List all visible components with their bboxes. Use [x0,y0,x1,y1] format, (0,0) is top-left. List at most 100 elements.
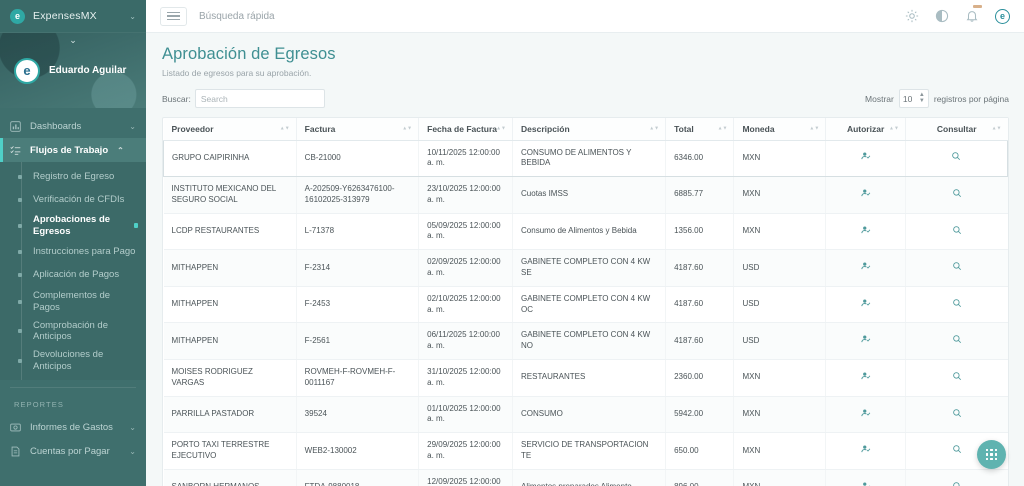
grid-apps-icon[interactable] [977,440,1006,469]
table-row[interactable]: SANBORN HERMANOSFTDA-988001812/09/2025 1… [163,469,1008,486]
cell-consultar [904,322,1008,361]
column-header-total[interactable]: Total ▲▼ [665,118,734,141]
table-header: Proveedor ▲▼ Factura ▲▼ Fecha de Factura… [163,118,1008,141]
report-money-icon [10,422,21,433]
cell-total: 896.00 [665,469,734,486]
contrast-icon[interactable] [935,9,949,23]
sidebar-item-informes-de-gastos[interactable]: Informes de Gastos ⌄ [0,415,146,439]
page-size-value: 10 [902,93,913,104]
column-header-autorizar[interactable]: Autorizar ▲▼ [825,118,906,141]
column-header-moneda[interactable]: Moneda ▲▼ [733,118,826,141]
bell-icon[interactable] [965,5,982,23]
search-magnifier-icon[interactable] [952,261,962,275]
search-magnifier-icon[interactable] [952,334,962,348]
cell-total: 4187.60 [665,249,734,287]
sidebar-brand[interactable]: e ExpensesMX ⌄ [0,0,146,33]
table-row[interactable]: INSTITUTO MEXICANO DEL SEGURO SOCIAL A-20… [163,176,1008,214]
cell-fecha-de-factura: 23/10/2025 12:00:00 a. m. [418,176,513,214]
cell-descripcion: CONSUMO [512,396,666,434]
sort-icon[interactable]: ▲▼ [717,125,728,132]
cell-autorizar [825,359,906,397]
search-magnifier-icon[interactable] [952,298,962,312]
sidebar-item-cuentas-por-pagar[interactable]: Cuentas por Pagar ⌄ [0,439,146,463]
search-magnifier-icon[interactable] [952,188,962,202]
search-magnifier-icon[interactable] [952,371,962,385]
table-row[interactable]: MITHAPPEN F-2314 02/09/2025 12:00:00 a. m.… [163,249,1008,287]
authorize-user-icon[interactable] [860,408,871,422]
cell-moneda: MXN [733,139,826,178]
menu-toggle-icon[interactable] [160,6,187,26]
sidebar-item-devoluciones-de-anticipos[interactable]: Devoluciones de Anticipos [0,346,146,376]
quick-search-input[interactable]: Búsqueda rápida [199,10,275,22]
sidebar-item-dashboards[interactable]: Dashboards ⌄ [0,114,146,138]
cell-consultar [904,213,1008,251]
sort-icon[interactable]: ▲▼ [279,125,290,132]
authorize-user-icon[interactable] [860,298,871,312]
cell-autorizar [825,213,906,251]
chevron-up-icon[interactable]: ⌃ [117,145,124,155]
user-profile[interactable]: ⌄ e Eduardo Aguilar [0,33,146,108]
sidebar-item-comprobacion-de-anticipos[interactable]: Comprobación de Anticipos [0,317,146,347]
chevron-down-icon[interactable]: ⌄ [129,11,136,21]
page-size-select[interactable]: 10 ▲ ▼ [898,89,929,108]
authorize-user-icon[interactable] [860,151,871,165]
chevron-down-icon[interactable]: ⌄ [69,35,77,45]
table-row[interactable]: PARRILLA PASTADOR 39524 01/10/2025 12:00:0… [163,396,1008,434]
table-row[interactable]: MOISES RODRIGUEZ VARGAS ROVMEH-F-ROVMEH-F… [163,359,1008,397]
authorize-user-icon[interactable] [860,261,871,275]
search-magnifier-icon[interactable] [952,225,962,239]
sidebar-item-flujos-de-trabajo[interactable]: Flujos de Trabajo ⌃ [0,138,146,162]
authorize-user-icon[interactable] [860,444,871,458]
sort-icon[interactable]: ▲▼ [496,125,507,132]
chart-bar-icon [10,120,21,132]
search-magnifier-icon[interactable] [952,408,962,422]
search-magnifier-icon[interactable] [952,481,962,486]
gear-icon[interactable] [905,9,919,23]
table-row[interactable]: GRUPO CAIPIRINHA CB-21000 10/11/2025 12:00… [163,139,1009,178]
sidebar-item-instrucciones-para-pago[interactable]: Instrucciones para Pago [0,241,146,264]
cell-consultar [904,359,1008,397]
search-magnifier-icon[interactable] [952,444,962,458]
column-label: Total [674,123,694,134]
column-header-proveedor[interactable]: Proveedor ▲▼ [163,118,297,141]
cell-descripcion: RESTAURANTES [512,359,666,397]
column-header-descripcion[interactable]: Descripción ▲▼ [512,118,666,141]
sidebar-item-complementos-de-pagos[interactable]: Complementos de Pagos [0,287,146,317]
authorize-user-icon[interactable] [860,188,871,202]
sidebar-item-aprobaciones-de-egresos[interactable]: Aprobaciones de Egresos [0,211,146,241]
sort-icon[interactable]: ▲▼ [402,125,413,132]
cell-moneda: MXN [733,176,826,214]
search-input[interactable] [194,89,325,108]
column-header-fecha-de-factura[interactable]: Fecha de Factura ▲▼ [418,118,513,141]
authorize-user-icon[interactable] [860,225,871,239]
sort-icon[interactable]: ▲▼ [649,125,660,132]
search-magnifier-icon[interactable] [951,151,961,165]
chevron-down-icon[interactable]: ⌄ [129,422,136,432]
account-logo-icon[interactable]: e [995,8,1010,24]
column-header-consultar[interactable]: Consultar ▲▼ [904,118,1008,141]
column-header-factura[interactable]: Factura ▲▼ [295,118,419,141]
sort-icon[interactable]: ▲▼ [991,125,1002,132]
cell-total: 1356.00 [665,213,734,251]
authorize-user-icon[interactable] [860,334,871,348]
sidebar-item-registro-de-egreso[interactable]: Registro de Egreso [0,165,146,188]
table-row[interactable]: MITHAPPEN F-2561 06/11/2025 12:00:00 a. m.… [163,322,1008,361]
chevron-down-icon[interactable]: ⌄ [129,121,136,131]
sort-icon[interactable]: ▲▼ [889,125,899,132]
sidebar-item-aplicacion-de-pagos[interactable]: Aplicación de Pagos [0,264,146,287]
sidebar-subitem-label: Registro de Egreso [33,170,115,182]
cell-proveedor: GRUPO CAIPIRINHA [163,139,297,178]
authorize-user-icon[interactable] [861,481,871,486]
cell-consultar [904,396,1008,434]
chevron-down-icon[interactable]: ⌄ [129,446,136,456]
table-row[interactable]: PORTO TAXI TERRESTRE EJECUTIVO WEB2-13000… [163,432,1008,470]
column-label: Descripción [521,123,570,134]
authorize-user-icon[interactable] [860,371,871,385]
column-label: Proveedor [171,123,214,134]
table-row[interactable]: LCDP RESTAURANTES L-71378 05/09/2025 12:00… [163,213,1008,251]
cell-descripcion: GABINETE COMPLETO CON 4 KW OC [512,286,666,324]
sidebar-item-verificacion-de-cfdis[interactable]: Verificación de CFDIs [0,188,146,211]
table-row[interactable]: MITHAPPEN F-2453 02/10/2025 12:00:00 a. m.… [163,286,1008,324]
sort-icon[interactable]: ▲▼ [809,125,820,132]
